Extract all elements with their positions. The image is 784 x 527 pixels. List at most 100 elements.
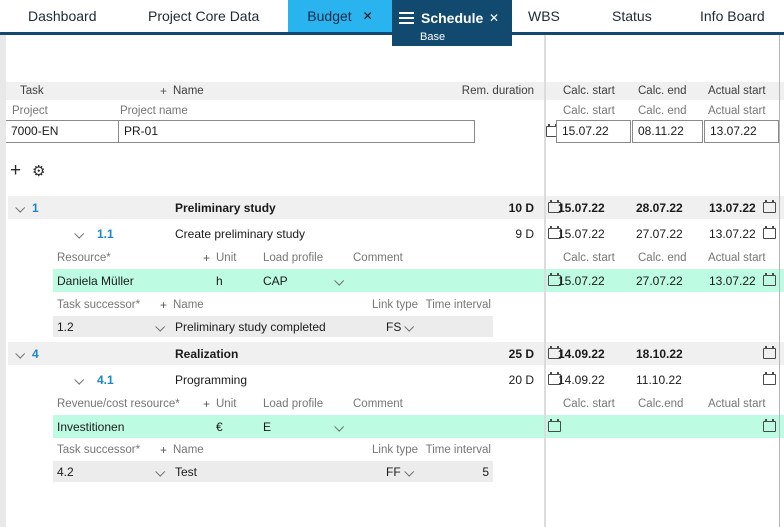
chevron-down-icon[interactable] <box>155 320 166 334</box>
add-column-icon[interactable]: + <box>160 443 168 457</box>
col-calc-end: Calc. end <box>638 85 687 97</box>
calendar-icon[interactable] <box>763 371 776 385</box>
add-column-icon[interactable]: + <box>203 397 211 411</box>
close-icon[interactable]: ✕ <box>488 11 499 25</box>
task-row-1-1[interactable]: 1.1 Create preliminary study 9 D 15.07.2… <box>0 222 784 245</box>
chevron-down-icon[interactable] <box>74 373 85 387</box>
project-id-field[interactable]: 7000-EN <box>6 121 119 142</box>
tab-info-board[interactable]: Info Board <box>700 8 765 24</box>
calendar-icon[interactable] <box>763 272 776 286</box>
add-task-button[interactable]: + <box>10 160 22 181</box>
col-load-profile: Load profile <box>263 398 324 410</box>
successor-id[interactable]: 4.2 <box>57 464 74 479</box>
calendar-icon[interactable] <box>763 345 776 359</box>
calc-start-value[interactable]: 15.07.22 <box>558 226 605 241</box>
tab-wbs[interactable]: WBS <box>528 8 560 24</box>
calc-end-value[interactable]: 27.07.22 <box>636 226 683 241</box>
label-actual-start: Actual start <box>708 252 766 264</box>
resource-row[interactable]: Daniela Müller h CAP 15.07.22 27.07.22 1… <box>0 269 784 292</box>
label-calc-end: Calc. end <box>638 252 687 264</box>
calc-end-value[interactable]: 11.10.22 <box>636 372 682 387</box>
tab-schedule[interactable]: Schedule ✕ Base <box>392 0 512 46</box>
revenue-load-profile[interactable]: E <box>263 419 272 434</box>
task-duration[interactable]: 20 D <box>508 372 534 387</box>
task-duration[interactable]: 10 D <box>508 200 534 215</box>
revenue-unit[interactable]: € <box>216 419 223 434</box>
col-time-interval: Time interval <box>425 299 491 311</box>
calc-start-value[interactable]: 15.07.22 <box>558 200 605 215</box>
task-row-1[interactable]: 1 Preliminary study 10 D 15.07.22 28.07.… <box>0 196 784 219</box>
task-duration[interactable]: 9 D <box>515 226 534 241</box>
gear-icon[interactable]: ⚙ <box>32 163 46 180</box>
task-row-4-1[interactable]: 4.1 Programming 20 D 14.09.22 11.10.22 <box>0 368 784 391</box>
resource-unit[interactable]: h <box>216 273 223 288</box>
chevron-down-icon[interactable] <box>334 420 345 434</box>
project-actual-start-field[interactable]: 13.07.22 <box>704 120 779 143</box>
tab-schedule-subtitle: Base <box>420 31 446 43</box>
calc-end-value[interactable]: 27.07.22 <box>636 273 683 288</box>
task-duration[interactable]: 25 D <box>508 346 534 361</box>
calendar-icon[interactable] <box>548 272 561 286</box>
col-name: Name <box>173 444 204 456</box>
calc-start-value[interactable]: 14.09.22 <box>558 372 605 387</box>
tab-dashboard[interactable]: Dashboard <box>28 8 97 24</box>
calendar-icon[interactable] <box>548 345 561 359</box>
calendar-icon[interactable] <box>763 225 776 239</box>
project-input-group: 7000-EN PR-01 <box>5 120 475 143</box>
calendar-icon[interactable] <box>548 199 561 213</box>
project-calc-end-field[interactable]: 08.11.22 <box>632 120 703 143</box>
task-name[interactable]: Realization <box>175 346 239 361</box>
revenue-resource-name[interactable]: Investitionen <box>57 419 125 434</box>
tab-project-core-data[interactable]: Project Core Data <box>148 8 260 24</box>
resource-load-profile[interactable]: CAP <box>263 273 288 288</box>
chevron-down-icon[interactable] <box>74 227 85 241</box>
panel-divider[interactable] <box>544 35 546 527</box>
menu-icon[interactable] <box>399 12 414 24</box>
col-revenue-resource: Revenue/cost resource* <box>57 398 180 410</box>
chevron-down-icon[interactable] <box>15 347 26 361</box>
calendar-icon[interactable] <box>548 371 561 385</box>
successor-name[interactable]: Test <box>175 464 198 479</box>
task-name[interactable]: Create preliminary study <box>175 226 306 241</box>
add-column-icon[interactable]: + <box>160 84 168 98</box>
actual-start-value[interactable]: 13.07.22 <box>709 226 756 241</box>
calendar-icon[interactable] <box>763 418 776 432</box>
add-column-icon[interactable]: + <box>160 298 168 312</box>
calendar-icon[interactable] <box>763 199 776 213</box>
col-name: Name <box>173 299 204 311</box>
actual-start-value[interactable]: 13.07.22 <box>709 273 756 288</box>
chevron-down-icon[interactable] <box>15 201 26 215</box>
time-interval-value[interactable]: 5 <box>482 464 489 479</box>
successor-name[interactable]: Preliminary study completed <box>175 319 326 334</box>
calendar-icon[interactable] <box>548 418 561 432</box>
calendar-icon[interactable] <box>548 225 561 239</box>
actual-start-value[interactable]: 13.07.22 <box>709 200 756 215</box>
calc-end-value[interactable]: 28.07.22 <box>636 200 683 215</box>
calc-start-value[interactable]: 14.09.22 <box>558 346 605 361</box>
project-name-field[interactable]: PR-01 <box>124 124 159 138</box>
calc-start-value[interactable]: 15.07.22 <box>558 273 605 288</box>
chevron-down-icon[interactable] <box>404 320 415 334</box>
successor-row[interactable]: 1.2 Preliminary study completed FS <box>0 316 784 337</box>
tab-budget[interactable]: Budget ✕ <box>288 0 392 32</box>
task-name[interactable]: Programming <box>175 372 248 387</box>
task-row-4[interactable]: 4 Realization 25 D 14.09.22 18.10.22 <box>0 342 784 365</box>
tab-status[interactable]: Status <box>612 8 652 24</box>
left-scroll-strip <box>0 35 6 527</box>
link-type-value[interactable]: FF <box>386 464 401 479</box>
successor-row[interactable]: 4.2 Test FF 5 <box>0 461 784 482</box>
link-type-value[interactable]: FS <box>386 319 402 334</box>
project-calc-start-field[interactable]: 15.07.22 <box>556 120 631 143</box>
revenue-row[interactable]: Investitionen € E <box>0 415 784 438</box>
chevron-down-icon[interactable] <box>155 465 166 479</box>
resource-name[interactable]: Daniela Müller <box>57 273 134 288</box>
chevron-down-icon[interactable] <box>334 274 345 288</box>
project-header-row: Project Project name Calc. start Calc. e… <box>0 102 784 120</box>
calc-end-value[interactable]: 18.10.22 <box>636 346 683 361</box>
task-name[interactable]: Preliminary study <box>175 200 276 215</box>
successor-row-bg <box>53 461 493 482</box>
add-column-icon[interactable]: + <box>203 251 211 265</box>
chevron-down-icon[interactable] <box>404 465 415 479</box>
close-icon[interactable]: ✕ <box>362 9 373 23</box>
successor-id[interactable]: 1.2 <box>57 319 74 334</box>
